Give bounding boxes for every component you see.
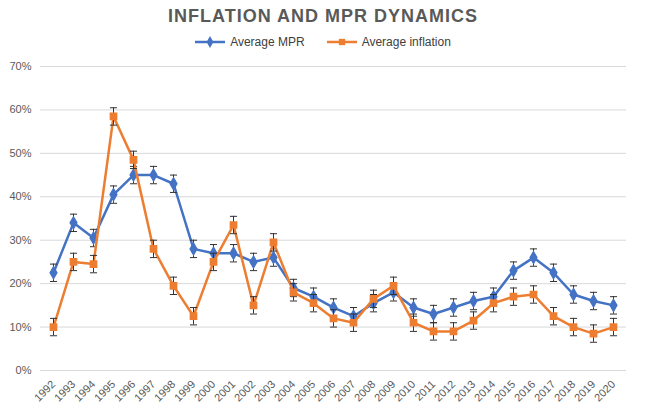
svg-text:2014: 2014 bbox=[472, 378, 498, 404]
svg-text:1993: 1993 bbox=[52, 378, 78, 404]
svg-text:2005: 2005 bbox=[292, 378, 318, 404]
svg-text:1994: 1994 bbox=[72, 378, 98, 404]
svg-text:1992: 1992 bbox=[32, 378, 58, 404]
svg-text:70%: 70% bbox=[9, 60, 31, 72]
svg-text:30%: 30% bbox=[9, 234, 31, 246]
svg-text:60%: 60% bbox=[9, 103, 31, 115]
svg-text:2007: 2007 bbox=[332, 378, 358, 404]
svg-text:50%: 50% bbox=[9, 147, 31, 159]
svg-text:2001: 2001 bbox=[212, 378, 238, 404]
svg-text:2006: 2006 bbox=[312, 378, 338, 404]
svg-text:2003: 2003 bbox=[252, 378, 278, 404]
svg-text:10%: 10% bbox=[9, 321, 31, 333]
svg-text:40%: 40% bbox=[9, 190, 31, 202]
svg-text:0%: 0% bbox=[16, 364, 32, 376]
svg-text:2004: 2004 bbox=[272, 378, 298, 404]
svg-text:2019: 2019 bbox=[572, 378, 598, 404]
svg-text:1996: 1996 bbox=[112, 378, 138, 404]
svg-text:1999: 1999 bbox=[172, 378, 198, 404]
svg-text:2020: 2020 bbox=[592, 378, 618, 404]
svg-text:2011: 2011 bbox=[412, 378, 437, 403]
svg-text:2013: 2013 bbox=[452, 378, 478, 404]
svg-text:2010: 2010 bbox=[392, 378, 418, 404]
svg-text:1997: 1997 bbox=[132, 378, 158, 404]
svg-text:1998: 1998 bbox=[152, 378, 178, 404]
svg-text:2000: 2000 bbox=[192, 378, 218, 404]
svg-text:2015: 2015 bbox=[492, 378, 518, 404]
svg-text:20%: 20% bbox=[9, 277, 31, 289]
svg-text:2016: 2016 bbox=[512, 378, 538, 404]
svg-text:2012: 2012 bbox=[432, 378, 458, 404]
svg-text:2009: 2009 bbox=[372, 378, 398, 404]
html-text:Average inflation: Average inflation bbox=[361, 35, 451, 49]
html-text:INFLATION AND MPR DYNAMICS: INFLATION AND MPR DYNAMICS bbox=[168, 6, 478, 26]
html-text:Average MPR: Average MPR bbox=[230, 35, 305, 49]
svg-text:2008: 2008 bbox=[352, 378, 378, 404]
svg-text:2017: 2017 bbox=[532, 378, 558, 404]
svg-text:2018: 2018 bbox=[552, 378, 578, 404]
svg-text:2002: 2002 bbox=[232, 378, 258, 404]
svg-text:1995: 1995 bbox=[92, 378, 118, 404]
